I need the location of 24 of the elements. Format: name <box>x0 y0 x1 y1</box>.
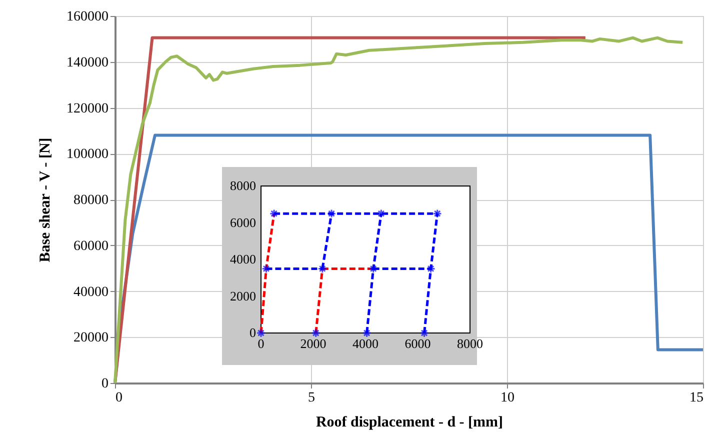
y-tick-label: 140000 <box>66 55 108 70</box>
y-tick-label: 0 <box>250 325 256 340</box>
x-tick-label: 6000 <box>404 336 431 351</box>
y-tick-label: 80000 <box>74 193 108 208</box>
y-tick-label: 160000 <box>66 10 108 24</box>
y-tick-label: 4000 <box>230 252 256 266</box>
y-tick-label: 100000 <box>66 147 108 162</box>
x-tick-label: 0 <box>116 390 122 406</box>
x-tick-label: 2000 <box>300 336 326 351</box>
x-tick-label: 8000 <box>457 336 483 351</box>
y-tick-label: 0 <box>102 376 108 392</box>
y-tick-label: 20000 <box>74 330 108 346</box>
y-tick-label: 40000 <box>74 284 108 300</box>
y-tick-label: 120000 <box>66 101 108 116</box>
x-tick-label: 10 <box>500 390 514 406</box>
y-tick-label: 6000 <box>230 214 256 230</box>
y-tick-label: 60000 <box>74 238 108 254</box>
x-tick-label: 5 <box>308 390 315 406</box>
x-tick-label: 4000 <box>352 336 378 351</box>
y-tick-label: 8000 <box>230 178 256 193</box>
x-axis-title: Roof displacement - d - [mm] <box>316 414 504 430</box>
y-tick-label: 2000 <box>230 288 256 304</box>
y-axis-title: Base shear - V - [N] <box>38 138 54 262</box>
x-tick-label: 15 <box>690 390 704 406</box>
